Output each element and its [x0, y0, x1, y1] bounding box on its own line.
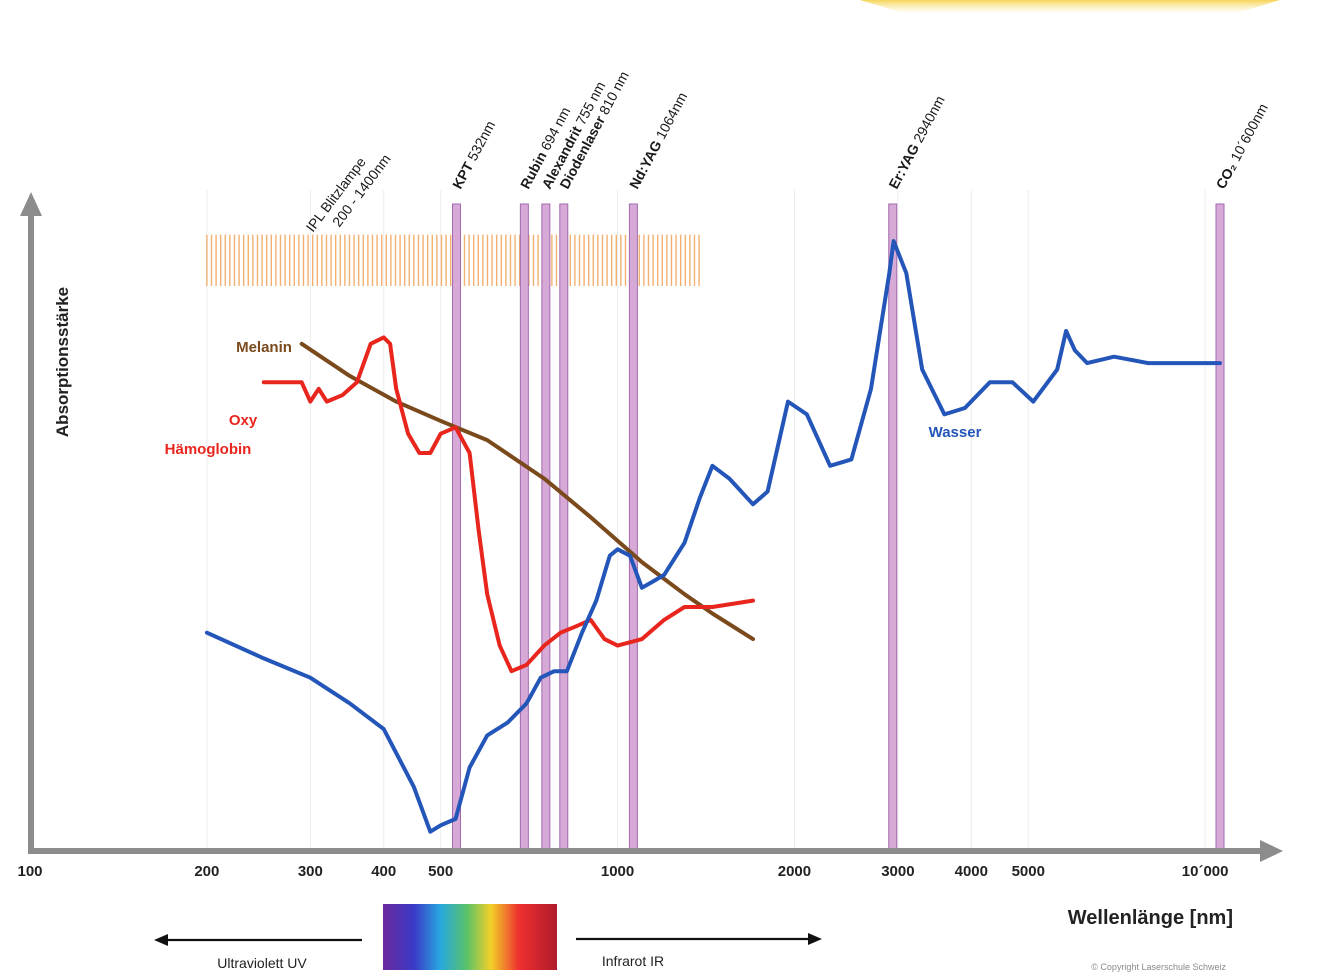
haemoglobin-label: Hämoglobin	[165, 441, 252, 458]
x-axis-title: Wellenlänge [nm]	[1068, 907, 1233, 929]
grid-lines	[206, 190, 1206, 851]
x-tick-label: 100	[17, 863, 42, 880]
laser-line	[541, 203, 551, 852]
uv-arrowhead	[154, 934, 168, 946]
series-line	[261, 335, 755, 674]
copyright-note: © Copyright Laserschule Schweiz	[1091, 962, 1226, 972]
x-tick-label: 5000	[1012, 863, 1045, 880]
laser-line	[1215, 203, 1225, 852]
data-series	[204, 239, 1222, 834]
x-tick-label: 300	[298, 863, 323, 880]
x-tick-label: 10´000	[1182, 863, 1229, 880]
laser-line	[559, 203, 569, 852]
melanin-label: Melanin	[236, 339, 292, 356]
x-tick-label: 400	[371, 863, 396, 880]
laser-line	[519, 203, 529, 852]
ir-arrowhead	[808, 933, 822, 945]
series-line	[204, 239, 1222, 834]
x-tick-label: 1000	[601, 863, 634, 880]
x-tick-labels: 100 200 300 400 500 1000 2000 3000 4000 5000 10´00…	[17, 863, 1228, 880]
laser-label: CO₂ 10´600nm	[1213, 101, 1271, 192]
laser-label: KPT 532nm	[449, 118, 498, 191]
x-tick-label: 3000	[881, 863, 914, 880]
oxy-label: Oxy	[229, 412, 258, 429]
x-tick-label: 200	[194, 863, 219, 880]
laser-line	[452, 203, 462, 852]
x-tick-label: 500	[428, 863, 453, 880]
ipl-label: IPL Blitzlampe200 - 1400nm	[302, 140, 393, 245]
decorative-banner	[860, 0, 1280, 12]
laser-label: Er:YAG 2940nm	[885, 93, 947, 191]
laser-line	[628, 203, 638, 852]
wasser-label: Wasser	[929, 424, 982, 441]
laser-label: Nd:YAG 1064nm	[626, 90, 690, 192]
x-tick-label: 4000	[955, 863, 988, 880]
y-axis-arrow	[20, 192, 42, 216]
x-tick-label: 2000	[778, 863, 811, 880]
series-labels: Melanin Oxy Hämoglobin Wasser	[165, 339, 982, 458]
x-axis-arrow	[1260, 840, 1283, 862]
ir-label: Infrarot IR	[602, 953, 664, 969]
uv-label: Ultraviolett UV	[217, 955, 307, 971]
y-axis-title: Absorptionsstärke	[53, 287, 72, 437]
series-line	[299, 341, 755, 642]
visible-spectrum	[383, 904, 557, 970]
laser-line	[888, 203, 898, 852]
